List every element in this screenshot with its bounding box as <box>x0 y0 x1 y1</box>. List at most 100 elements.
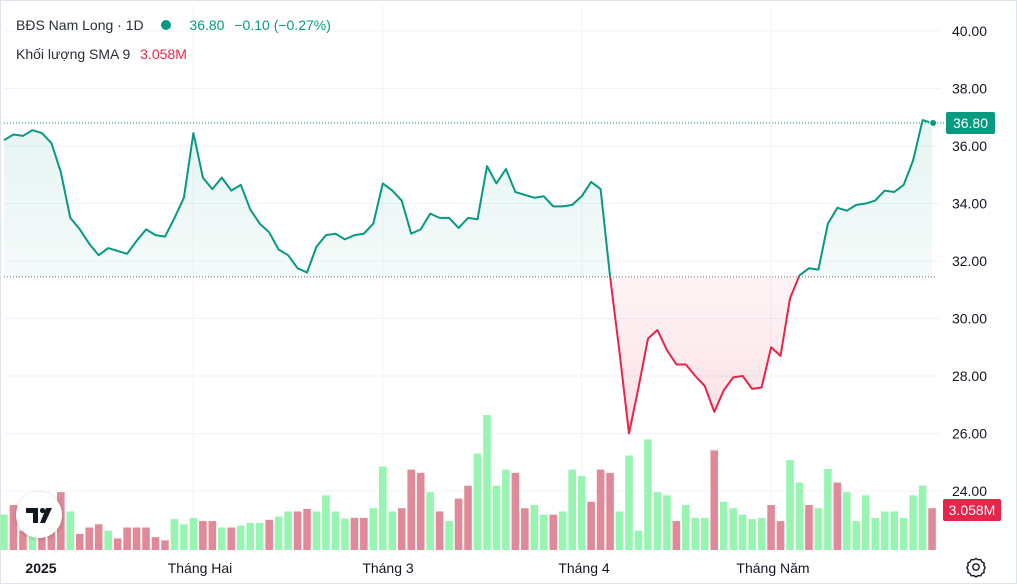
volume-bar <box>265 519 273 550</box>
volume-indicator-value: 3.058M <box>140 46 187 62</box>
volume-bar <box>710 450 719 550</box>
time-axis-label: Tháng 4 <box>558 560 610 576</box>
volume-bar <box>530 505 539 550</box>
volume-bars <box>0 415 936 550</box>
volume-bar <box>682 505 690 550</box>
volume-bar <box>871 517 880 550</box>
volume-bar <box>843 492 851 550</box>
volume-bar <box>331 511 340 550</box>
last-price-tag <box>946 112 995 134</box>
volume-bar <box>246 523 255 550</box>
volume-bar <box>341 518 349 550</box>
volume-bar <box>151 537 160 550</box>
volume-bar <box>880 511 889 550</box>
volume-bar <box>852 521 861 550</box>
volume-bar <box>255 523 264 550</box>
volume-bar <box>539 514 548 550</box>
volume-bar <box>464 485 472 550</box>
volume-bar <box>369 508 378 550</box>
volume-bar <box>587 501 595 550</box>
volume-bar <box>322 495 330 550</box>
volume-bar <box>161 540 169 550</box>
volume-bar <box>142 527 150 550</box>
volume-bar <box>814 508 823 550</box>
volume-bar <box>786 460 794 550</box>
volume-bar <box>521 508 529 550</box>
volume-bar <box>123 527 131 550</box>
volume-bar <box>85 527 94 550</box>
volume-bar <box>19 530 27 550</box>
volume-bar <box>435 511 444 550</box>
volume-bar <box>208 521 217 550</box>
volume-bar <box>729 508 737 550</box>
volume-indicator-label[interactable]: Khối lượng SMA 9 <box>16 46 131 62</box>
price-line <box>3 119 933 435</box>
volume-bar <box>663 495 671 550</box>
volume-bar <box>293 511 302 550</box>
volume-bar <box>388 511 397 550</box>
interval[interactable]: 1D <box>125 17 144 33</box>
price-area-up <box>798 120 933 277</box>
volume-bar <box>66 511 75 550</box>
market-status-icon[interactable] <box>154 17 178 33</box>
volume-bar <box>0 514 8 550</box>
volume-bar <box>596 469 605 550</box>
volume-bar <box>94 524 103 550</box>
volume-bar <box>511 472 520 550</box>
volume-bar <box>691 517 700 550</box>
volume-bar <box>861 495 870 550</box>
volume-bar <box>918 485 927 550</box>
price-area <box>4 120 933 434</box>
price-line-up <box>797 119 933 278</box>
volume-bar <box>748 519 756 550</box>
volume-bar <box>928 508 936 550</box>
price-axis-label: 28.00 <box>952 368 987 384</box>
volume-bar <box>549 514 558 550</box>
volume-bar <box>189 517 198 550</box>
volume-tag <box>943 499 1001 521</box>
symbol-name[interactable]: BĐS Nam Long <box>16 17 114 33</box>
volume-bar <box>38 537 46 550</box>
settings-icon[interactable] <box>964 555 988 579</box>
volume-bar <box>284 511 292 550</box>
volume-bar <box>899 517 908 550</box>
time-axis-label: Tháng 3 <box>362 560 414 576</box>
volume-bar <box>795 482 804 550</box>
volume-bar <box>644 439 652 550</box>
volume-bar <box>9 505 18 550</box>
volume-bar <box>113 538 122 550</box>
price-line-down <box>609 276 800 435</box>
volume-bar <box>625 455 633 550</box>
volume-bar <box>454 498 463 550</box>
volume-bar <box>568 469 576 550</box>
last-price: 36.80 <box>189 17 225 33</box>
price-change: −0.10 <box>234 17 270 33</box>
price-axis-label: 26.00 <box>952 426 987 442</box>
volume-bar <box>75 533 84 550</box>
price-line-up <box>3 129 612 277</box>
volume-bar <box>776 521 785 550</box>
price-axis-label: 34.00 <box>952 196 987 212</box>
tradingview-logo-icon[interactable] <box>16 492 62 538</box>
legend-volume-row: Khối lượng SMA 9 3.058M <box>16 46 187 62</box>
volume-bar <box>757 517 766 550</box>
volume-tag-label: 3.058M <box>949 502 996 518</box>
volume-bar <box>360 517 368 550</box>
volume-bar <box>28 533 37 550</box>
volume-bar <box>132 527 141 550</box>
volume-bar <box>416 472 425 550</box>
price-axis-label: 24.00 <box>952 483 987 499</box>
volume-bar <box>577 476 586 550</box>
volume-bar <box>767 505 775 550</box>
volume-bar <box>653 492 662 550</box>
price-axis-label: 40.00 <box>952 23 987 39</box>
volume-bar <box>180 524 188 550</box>
interval-separator: · <box>117 17 126 33</box>
time-axis-label: Tháng Hai <box>168 560 233 576</box>
price-area-up <box>4 130 611 277</box>
volume-bar <box>104 530 112 550</box>
volume-bar <box>805 505 813 550</box>
volume-bar <box>483 415 491 550</box>
volume-bar <box>890 511 898 550</box>
